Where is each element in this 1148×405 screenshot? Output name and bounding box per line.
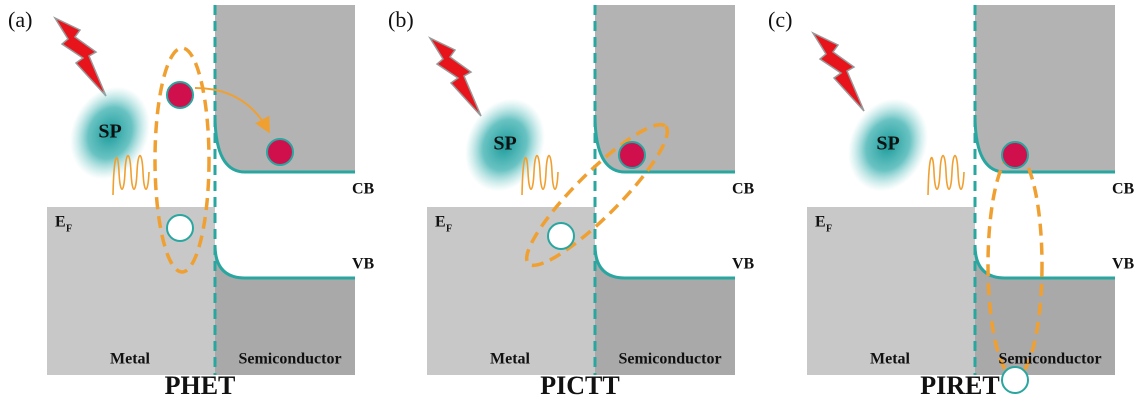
light-bolt xyxy=(55,18,106,96)
fermi-subscript: F xyxy=(446,223,452,234)
electron xyxy=(1002,142,1028,168)
plasmon-wave xyxy=(928,156,964,196)
vb-label: VB xyxy=(1112,256,1135,273)
mechanism-title: PIRET xyxy=(920,371,999,400)
electron xyxy=(267,139,293,165)
hole xyxy=(548,223,574,249)
figure: SP(a)CBVBEFMetalSemiconductorPHETSP(b)CB… xyxy=(0,0,1148,405)
fermi-subscript: F xyxy=(826,223,832,234)
conduction-region xyxy=(595,5,735,172)
vb-edge xyxy=(595,245,735,278)
light-bolt xyxy=(430,38,481,116)
semiconductor-label: Semiconductor xyxy=(238,351,341,368)
cb-label: CB xyxy=(352,181,375,198)
panel-label: (b) xyxy=(388,7,414,32)
fermi-symbol: E xyxy=(55,214,66,231)
sp-label: SP xyxy=(876,133,899,155)
metal-label: Metal xyxy=(490,351,531,368)
mechanism-title: PICTT xyxy=(540,371,619,400)
cb-label: CB xyxy=(1112,181,1135,198)
hole xyxy=(167,215,193,241)
vb-label: VB xyxy=(352,256,375,273)
mechanism-title: PHET xyxy=(165,371,236,400)
metal-label: Metal xyxy=(110,351,151,368)
plasmon-wave xyxy=(522,156,558,196)
metal-label: Metal xyxy=(870,351,911,368)
vb-edge xyxy=(975,245,1115,278)
panel-label: (c) xyxy=(768,7,792,32)
semiconductor-label: Semiconductor xyxy=(618,351,721,368)
sp-label: SP xyxy=(493,133,516,155)
panel-label: (a) xyxy=(8,7,32,32)
hole xyxy=(1002,367,1028,393)
fermi-symbol: E xyxy=(435,214,446,231)
conduction-region xyxy=(975,5,1115,172)
vb-label: VB xyxy=(732,256,755,273)
electron xyxy=(619,142,645,168)
semiconductor-label: Semiconductor xyxy=(998,351,1101,368)
vb-edge xyxy=(215,245,355,278)
electron xyxy=(167,82,193,108)
cb-label: CB xyxy=(732,181,755,198)
sp-label: SP xyxy=(98,121,121,143)
fermi-symbol: E xyxy=(815,214,826,231)
fermi-subscript: F xyxy=(66,223,72,234)
light-bolt xyxy=(813,33,864,111)
